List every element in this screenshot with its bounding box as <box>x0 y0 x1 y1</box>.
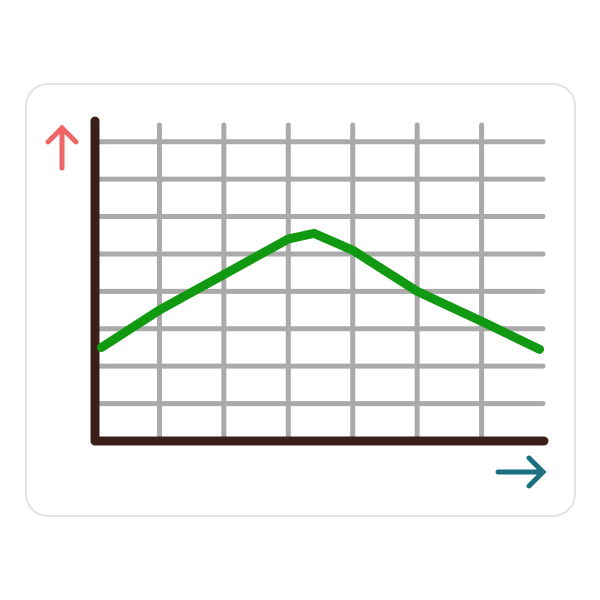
y-arrow <box>45 124 79 171</box>
x-arrow <box>495 455 547 489</box>
axes <box>90 116 549 446</box>
grid <box>92 122 546 444</box>
data-line <box>96 228 545 354</box>
card <box>25 83 576 517</box>
plot <box>96 228 545 354</box>
